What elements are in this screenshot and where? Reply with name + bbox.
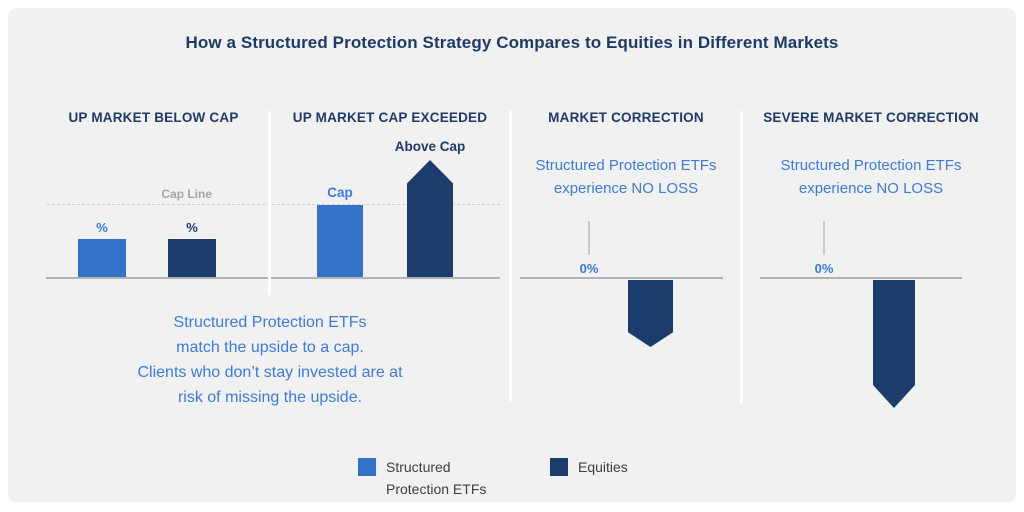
panel3-zero-marker-line bbox=[588, 221, 590, 255]
panel4-zero-percent-label: 0% bbox=[814, 261, 834, 276]
legend-swatch-equities bbox=[550, 458, 568, 476]
panel3-note-line2: experience NO LOSS bbox=[553, 180, 699, 197]
legend-label-equities: Equities bbox=[578, 459, 628, 475]
bar-structured-at-cap bbox=[317, 205, 363, 277]
cap-bar-label: Cap bbox=[327, 185, 353, 200]
panel4-note-line1: Structured Protection ETFs bbox=[780, 157, 962, 174]
baseline-panel-4 bbox=[760, 277, 962, 279]
panel1-header: UP MARKET BELOW CAP bbox=[68, 110, 239, 125]
baseline-panel-3 bbox=[520, 277, 723, 279]
upside-caption: Structured Protection ETFs match the ups… bbox=[90, 310, 450, 410]
equities-loss-arrow bbox=[628, 280, 673, 347]
panel-divider-1 bbox=[268, 111, 271, 295]
caption-line2: match the upside to a cap. bbox=[176, 339, 364, 356]
above-cap-bar-label: Above Cap bbox=[394, 139, 466, 154]
infographic-canvas bbox=[8, 8, 1016, 502]
legend-swatch-structured bbox=[358, 458, 376, 476]
panel-divider-2 bbox=[509, 111, 512, 401]
bar-structured-below-cap bbox=[78, 239, 126, 277]
panel3-header: MARKET CORRECTION bbox=[548, 110, 704, 125]
bar-equities-above-cap-arrow bbox=[407, 160, 453, 277]
baseline-panels-1-2 bbox=[46, 277, 500, 279]
panel2-header: UP MARKET CAP EXCEEDED bbox=[292, 110, 488, 125]
equities-percent-label: % bbox=[186, 220, 198, 235]
structured-percent-label: % bbox=[96, 220, 108, 235]
cap-dashed-line bbox=[47, 204, 500, 205]
panel3-note-line1: Structured Protection ETFs bbox=[535, 157, 717, 174]
panel-divider-3 bbox=[740, 111, 743, 404]
panel4-header: SEVERE MARKET CORRECTION bbox=[763, 110, 979, 125]
panel3-no-loss-note: Structured Protection ETFs experience NO… bbox=[515, 154, 737, 200]
caption-line4: risk of missing the upside. bbox=[177, 389, 363, 406]
cap-line-label: Cap Line bbox=[161, 187, 212, 201]
equities-severe-loss-arrow bbox=[873, 280, 915, 408]
caption-line3: Clients who don’t stay invested are at bbox=[137, 364, 403, 381]
bar-equities-below-cap bbox=[168, 239, 216, 277]
caption-line1: Structured Protection ETFs bbox=[173, 314, 367, 331]
panel4-no-loss-note: Structured Protection ETFs experience NO… bbox=[748, 154, 994, 200]
legend-label-structured: Structured Protection ETFs bbox=[386, 459, 487, 497]
panel3-zero-percent-label: 0% bbox=[579, 261, 599, 276]
panel4-zero-marker-line bbox=[823, 221, 825, 255]
panel4-note-line2: experience NO LOSS bbox=[798, 180, 944, 197]
chart-title: How a Structured Protection Strategy Com… bbox=[185, 33, 839, 52]
